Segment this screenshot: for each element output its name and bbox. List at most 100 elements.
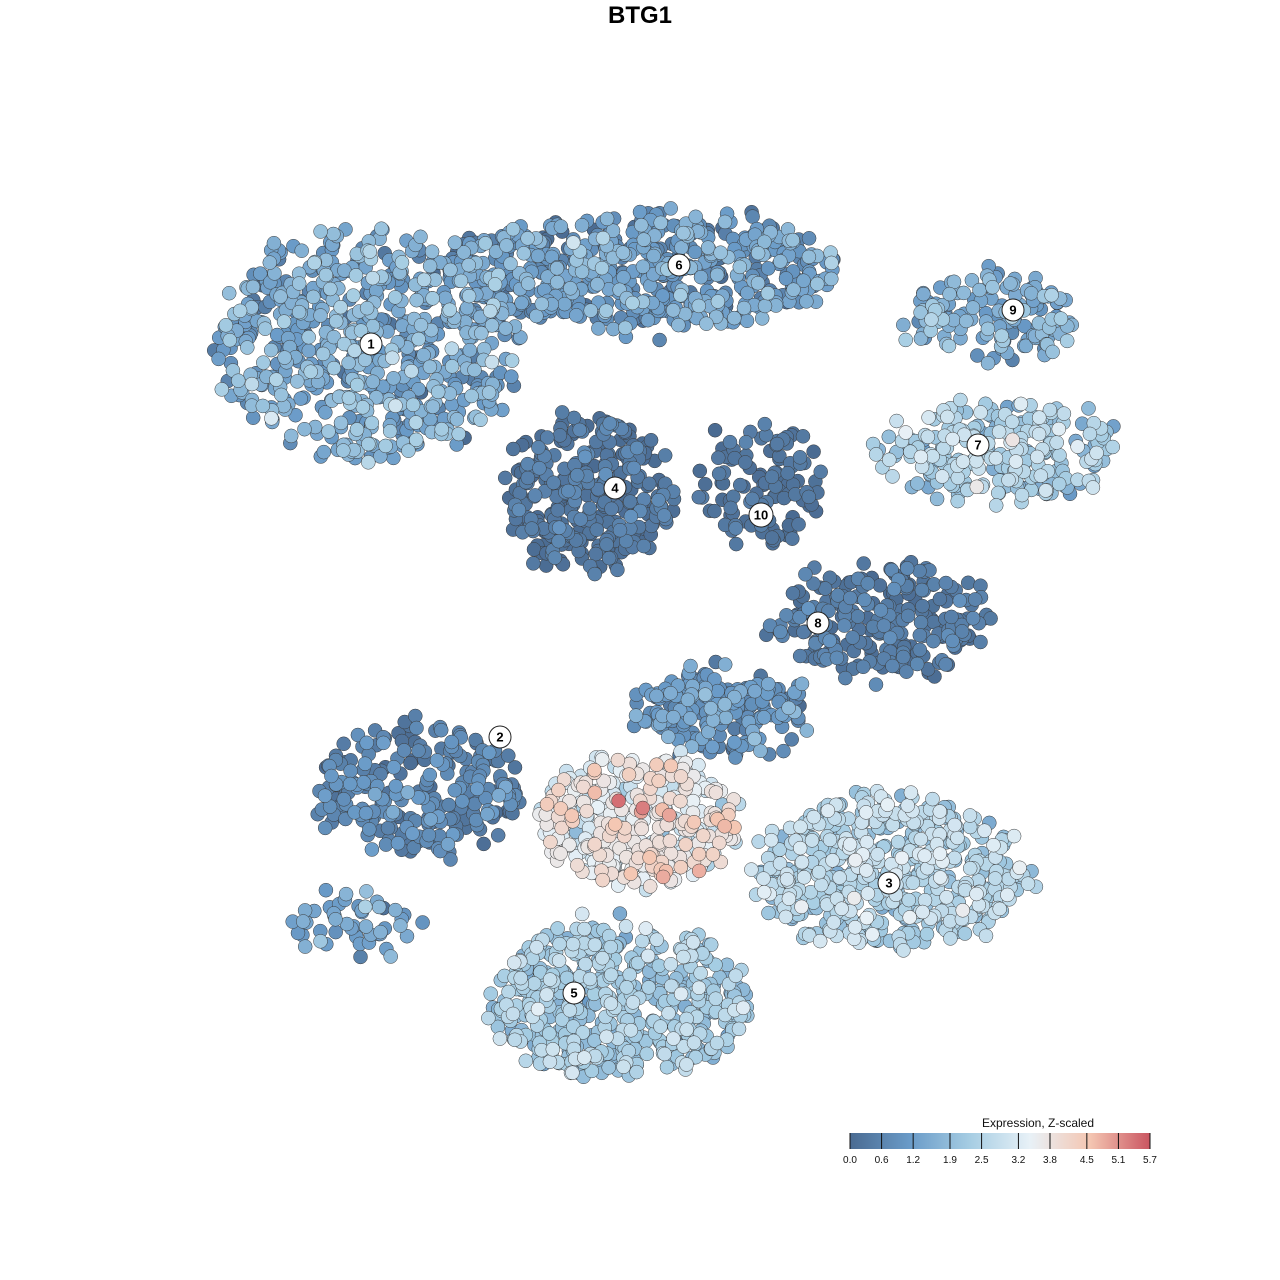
cell-point: [1085, 480, 1101, 495]
cluster-label-text: 4: [611, 481, 619, 496]
cell-point: [1020, 876, 1036, 891]
cell-point: [386, 371, 401, 386]
cell-point: [590, 277, 605, 292]
cell-point: [561, 483, 576, 499]
cell-point: [433, 722, 449, 738]
cell-point: [1045, 344, 1060, 360]
cell-point: [507, 760, 523, 775]
cell-point: [709, 1035, 725, 1051]
cell-point: [838, 670, 853, 686]
cell-point: [753, 743, 768, 759]
cell-point: [792, 610, 807, 625]
cell-point: [700, 240, 716, 255]
cell-point: [293, 391, 308, 406]
cell-point: [947, 817, 962, 833]
cell-point: [953, 392, 968, 408]
cell-point: [514, 295, 529, 311]
cell-point: [659, 1059, 675, 1075]
cell-point: [801, 231, 817, 246]
cell-point: [358, 805, 374, 821]
cluster-label-text: 9: [1009, 303, 1016, 318]
cell-point: [481, 745, 497, 760]
cell-point: [829, 650, 845, 666]
cell-point: [889, 413, 904, 429]
cell-point: [501, 748, 516, 763]
cell-point: [621, 767, 637, 782]
cell-point: [710, 294, 726, 309]
cell-point: [306, 289, 321, 305]
cell-point: [326, 226, 341, 242]
cell-point: [1082, 426, 1098, 442]
cell-point: [326, 360, 342, 376]
cell-point: [665, 303, 681, 318]
cell-point: [832, 870, 847, 885]
cell-point: [896, 317, 911, 333]
cell-point: [857, 592, 872, 608]
cluster-label-text: 10: [754, 508, 768, 523]
cell-point: [491, 788, 507, 803]
cell-point: [882, 630, 898, 646]
cell-point: [794, 899, 809, 915]
cell-point: [430, 384, 446, 400]
cell-point: [441, 797, 456, 813]
cell-point: [697, 687, 713, 702]
cell-point: [653, 215, 668, 231]
cell-point: [676, 949, 691, 965]
cell-point: [717, 214, 733, 230]
cell-point: [358, 899, 373, 915]
cell-point: [615, 245, 631, 260]
cell-point: [940, 409, 955, 425]
cell-point: [900, 798, 915, 813]
cell-point: [589, 522, 605, 537]
cell-point: [967, 592, 983, 607]
cell-point: [1105, 439, 1120, 455]
cell-point: [929, 491, 945, 507]
cell-point: [1014, 487, 1030, 503]
cell-point: [569, 468, 585, 483]
cell-point: [504, 353, 520, 368]
cell-point: [393, 918, 408, 933]
cell-point: [708, 785, 724, 800]
cell-point: [634, 217, 649, 233]
cell-point: [269, 372, 284, 387]
cell-point: [542, 1054, 558, 1069]
cell-point: [543, 834, 558, 850]
cell-point: [409, 292, 424, 308]
cell-point: [520, 470, 536, 486]
cell-point: [873, 603, 889, 618]
cell-point: [365, 374, 381, 389]
cell-point: [926, 633, 941, 649]
cell-point: [549, 261, 565, 276]
cell-point: [705, 739, 720, 755]
cell-point: [505, 1006, 521, 1022]
cell-point: [707, 422, 723, 438]
cell-point: [453, 273, 469, 289]
cell-point: [691, 863, 707, 879]
cluster-label-badge: [359, 332, 383, 356]
cluster-label-badge: [562, 981, 586, 1005]
cell-point: [415, 915, 430, 930]
cell-point: [964, 273, 980, 288]
cell-point: [813, 464, 828, 480]
cell-point: [710, 683, 725, 699]
cell-point: [595, 230, 611, 246]
cell-point: [425, 399, 441, 414]
cell-point: [673, 288, 688, 303]
cell-point: [943, 931, 958, 946]
cell-point: [764, 832, 779, 848]
cell-point: [326, 329, 342, 345]
color-legend: Expression, Z-scaled 0.0 0.6 1.2 1.9 2.5 3.2 3…: [843, 1116, 1157, 1166]
cell-point: [214, 382, 230, 397]
cell-point: [404, 363, 419, 379]
cell-point: [447, 783, 463, 798]
cell-point: [577, 921, 592, 937]
cell-point: [364, 415, 380, 431]
cell-point: [594, 260, 610, 276]
cell-point: [362, 822, 377, 837]
cell-point: [313, 308, 328, 323]
cell-point: [342, 776, 358, 792]
cell-point: [587, 937, 603, 953]
cell-point: [474, 325, 489, 341]
cell-point: [697, 476, 713, 492]
cell-point: [894, 850, 910, 866]
